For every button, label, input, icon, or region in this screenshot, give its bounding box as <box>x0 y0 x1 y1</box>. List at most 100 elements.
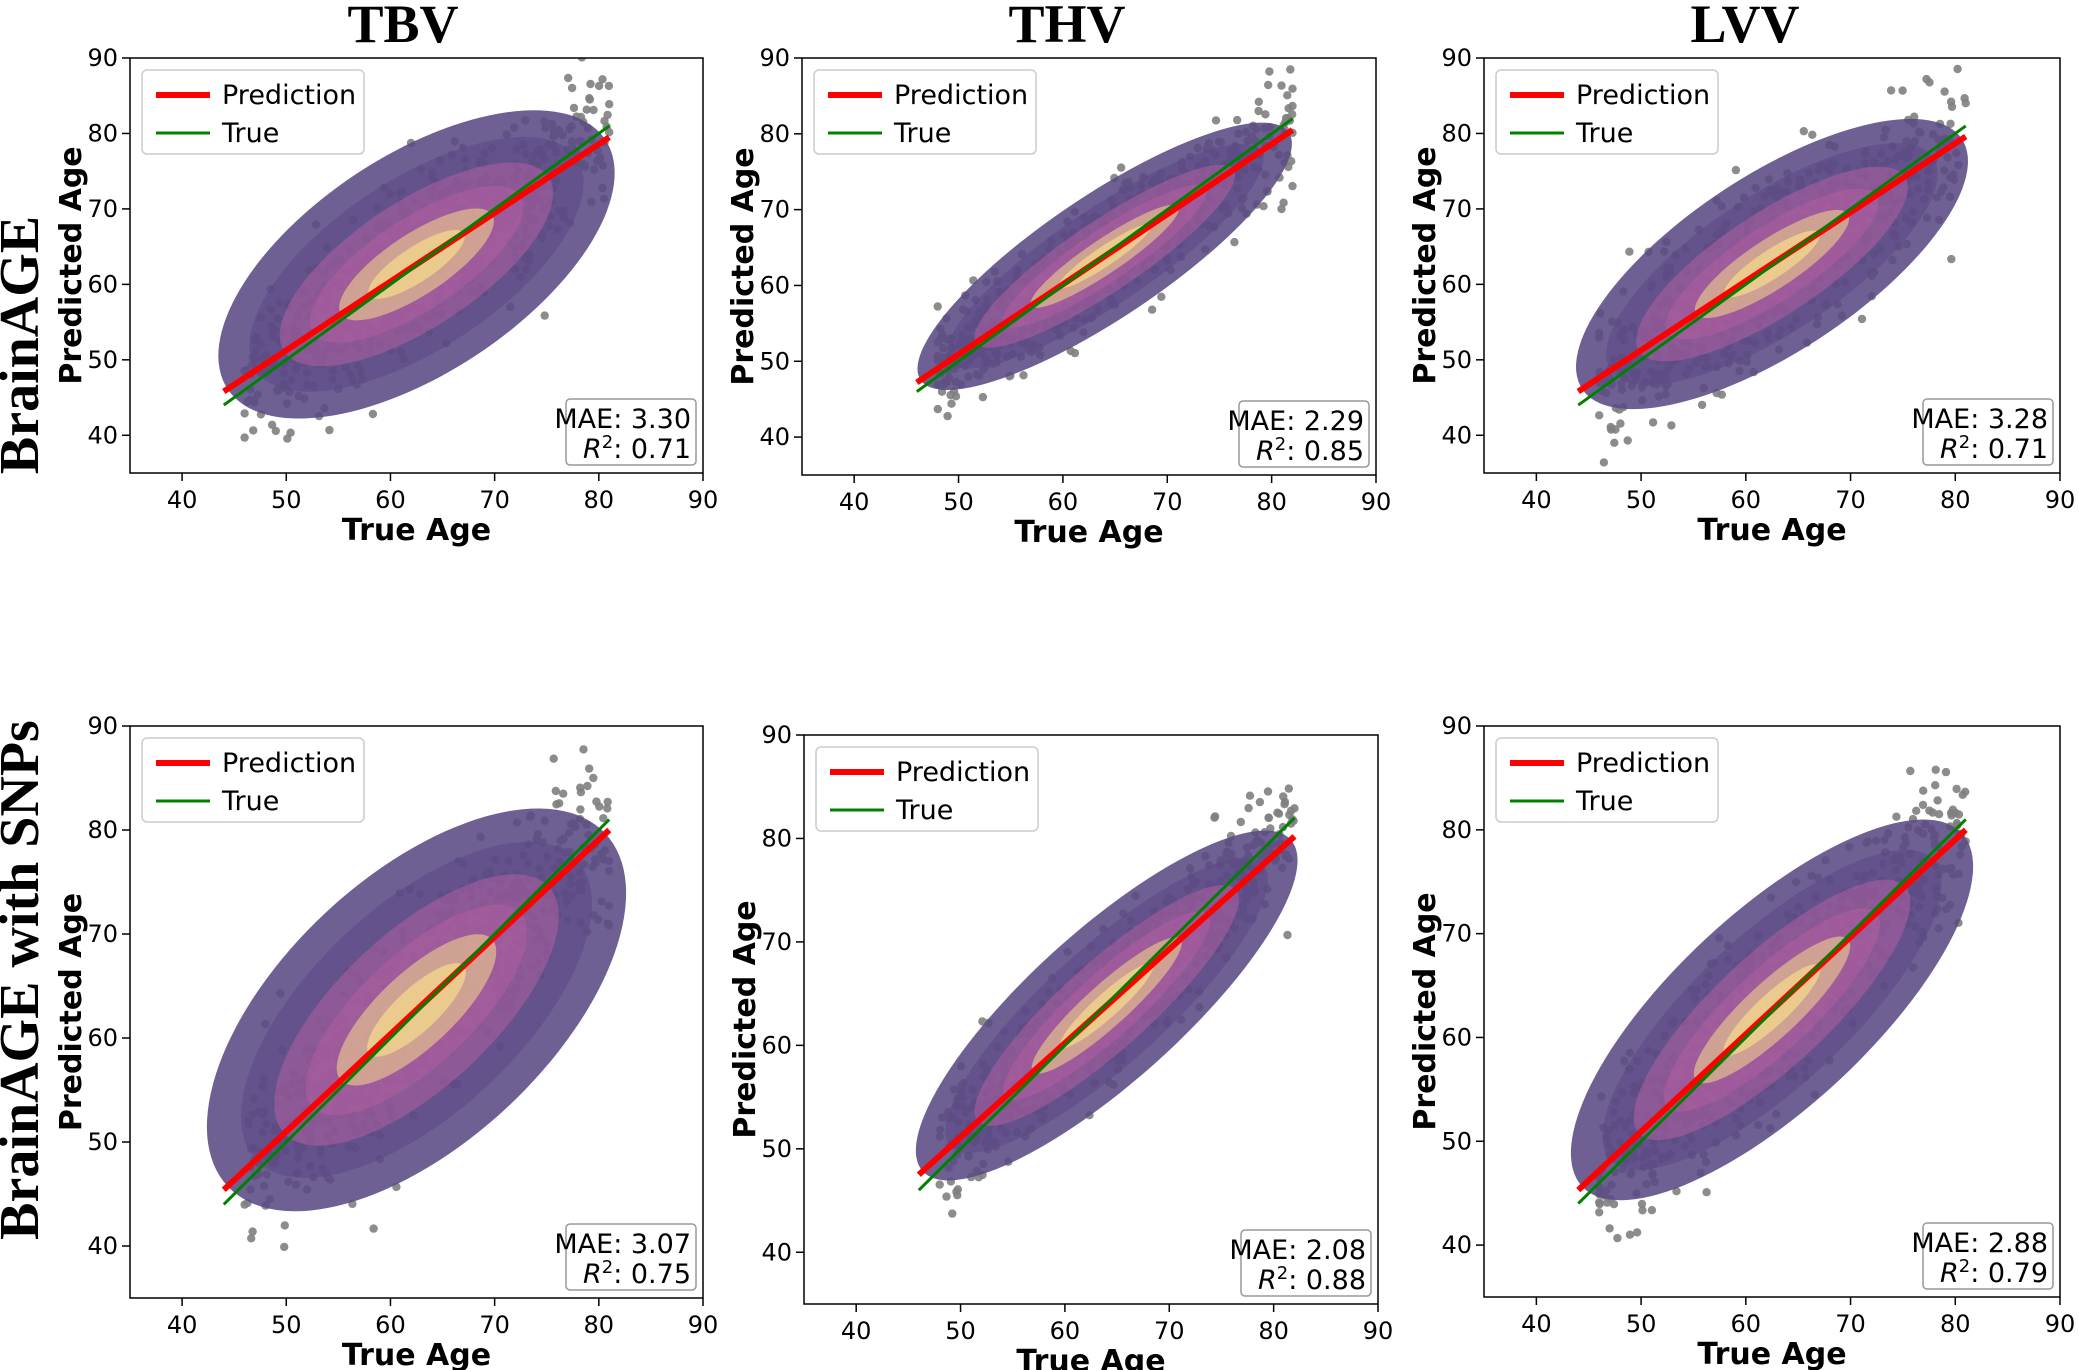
r2-text: R2: 0.71 <box>583 432 691 465</box>
data-point <box>1233 115 1242 125</box>
y-tick-label: 50 <box>761 1135 792 1163</box>
y-tick-label: 50 <box>1441 1127 1472 1155</box>
data-point <box>1019 371 1028 380</box>
x-tick-label: 70 <box>479 486 510 514</box>
r2-superscript: 2 <box>602 1257 613 1278</box>
data-point <box>249 426 258 435</box>
data-point <box>1244 803 1253 813</box>
plot-area <box>218 58 615 443</box>
y-axis-label: Predicted Age <box>728 900 763 1138</box>
r2-symbol: R <box>1940 1258 1959 1289</box>
chart-panel: 40 50 60 70 80 90 40 50 60 70 80 90 True Age Predicte… <box>728 721 1393 1370</box>
data-point <box>247 1234 256 1243</box>
data-point <box>1898 86 1907 95</box>
y-tick-label: 40 <box>761 1238 792 1266</box>
y-tick-label: 80 <box>87 119 118 147</box>
x-tick-label: 80 <box>584 486 615 514</box>
r2-value: : 0.71 <box>613 434 691 465</box>
data-point <box>1277 81 1286 90</box>
data-point <box>1254 97 1264 107</box>
data-point <box>1274 809 1284 818</box>
y-tick-label: 70 <box>87 195 118 223</box>
mae-text: MAE: 3.30 <box>554 404 691 435</box>
x-tick-label: 40 <box>841 1317 872 1345</box>
y-tick-label: 40 <box>1441 421 1472 449</box>
data-point <box>1672 1187 1681 1196</box>
data-point <box>1116 163 1126 172</box>
true-line <box>1577 818 1967 1205</box>
data-point <box>1245 791 1255 800</box>
r2-superscript: 2 <box>1959 432 1970 453</box>
r2-symbol: R <box>1940 434 1959 465</box>
r2-symbol: R <box>1256 436 1275 467</box>
plot-frame <box>129 57 704 474</box>
mae-text: MAE: 2.88 <box>1911 1228 2048 1259</box>
data-point <box>1857 314 1867 324</box>
data-point <box>1288 101 1297 111</box>
chart-panel: 40 50 60 70 80 90 40 50 60 70 80 90 True Age Predicte… <box>1408 712 2075 1370</box>
legend-prediction-label: Prediction <box>896 757 1030 788</box>
r2-superscript: 2 <box>1277 1263 1288 1284</box>
data-point <box>1946 119 1955 128</box>
x-axis-label: True Age <box>342 1338 491 1370</box>
data-point <box>1286 65 1295 74</box>
data-point <box>1595 411 1604 420</box>
data-point <box>585 764 594 773</box>
x-tick-label: 90 <box>688 1311 719 1339</box>
x-axis-label: True Age <box>1697 1337 1846 1370</box>
data-point <box>368 409 378 419</box>
stats-box-frame <box>1240 1229 1372 1297</box>
data-point <box>569 103 579 113</box>
data-point <box>283 434 292 443</box>
r2-symbol: R <box>583 434 602 465</box>
data-point <box>1961 99 1970 108</box>
data-point <box>933 404 942 414</box>
true-line <box>1577 124 1967 407</box>
true-line <box>222 124 611 407</box>
x-tick-label: 50 <box>1626 486 1657 514</box>
mae-text: MAE: 2.08 <box>1229 1235 1366 1266</box>
data-point <box>594 81 604 91</box>
data-point <box>1947 254 1956 264</box>
data-point <box>1616 419 1625 428</box>
data-point <box>280 1242 289 1252</box>
y-tick-label: 60 <box>759 271 790 299</box>
data-point <box>1283 930 1292 940</box>
data-point <box>1638 1206 1647 1215</box>
mae-text: MAE: 3.07 <box>554 1229 691 1260</box>
data-point <box>567 83 577 93</box>
data-point <box>579 745 588 754</box>
data-point <box>280 1221 289 1230</box>
plot-frame <box>803 734 1379 1305</box>
x-tick-label: 60 <box>1050 1317 1081 1345</box>
y-tick-label: 60 <box>761 1031 792 1059</box>
data-point <box>1264 80 1273 90</box>
data-point <box>589 773 598 783</box>
legend-true-label: True <box>1575 118 1633 149</box>
x-tick-label: 90 <box>2045 486 2076 514</box>
data-point <box>942 1192 951 1201</box>
x-tick-label: 80 <box>1940 1310 1971 1338</box>
data-point <box>1928 808 1938 817</box>
data-point <box>577 58 587 62</box>
data-point <box>564 73 573 83</box>
data-point <box>1731 165 1741 175</box>
y-tick-label: 50 <box>759 347 790 375</box>
x-tick-label: 50 <box>943 488 974 516</box>
legend-true-label: True <box>221 118 279 149</box>
data-point <box>1918 800 1928 810</box>
x-tick-label: 90 <box>688 486 719 514</box>
r2-value: : 0.79 <box>1970 1258 2048 1289</box>
r2-text: R2: 0.75 <box>583 1257 691 1290</box>
y-tick-label: 80 <box>1441 816 1472 844</box>
chart-panel: 40 50 60 70 80 90 40 50 60 70 80 90 True Age Predicte… <box>54 44 718 548</box>
x-tick-label: 70 <box>1835 486 1866 514</box>
data-point <box>978 392 988 402</box>
plot-area <box>206 745 627 1252</box>
data-point <box>1264 813 1274 823</box>
x-tick-label: 70 <box>1152 488 1183 516</box>
data-point <box>240 433 249 442</box>
x-tick-label: 80 <box>1256 488 1287 516</box>
x-tick-label: 60 <box>375 1311 406 1339</box>
